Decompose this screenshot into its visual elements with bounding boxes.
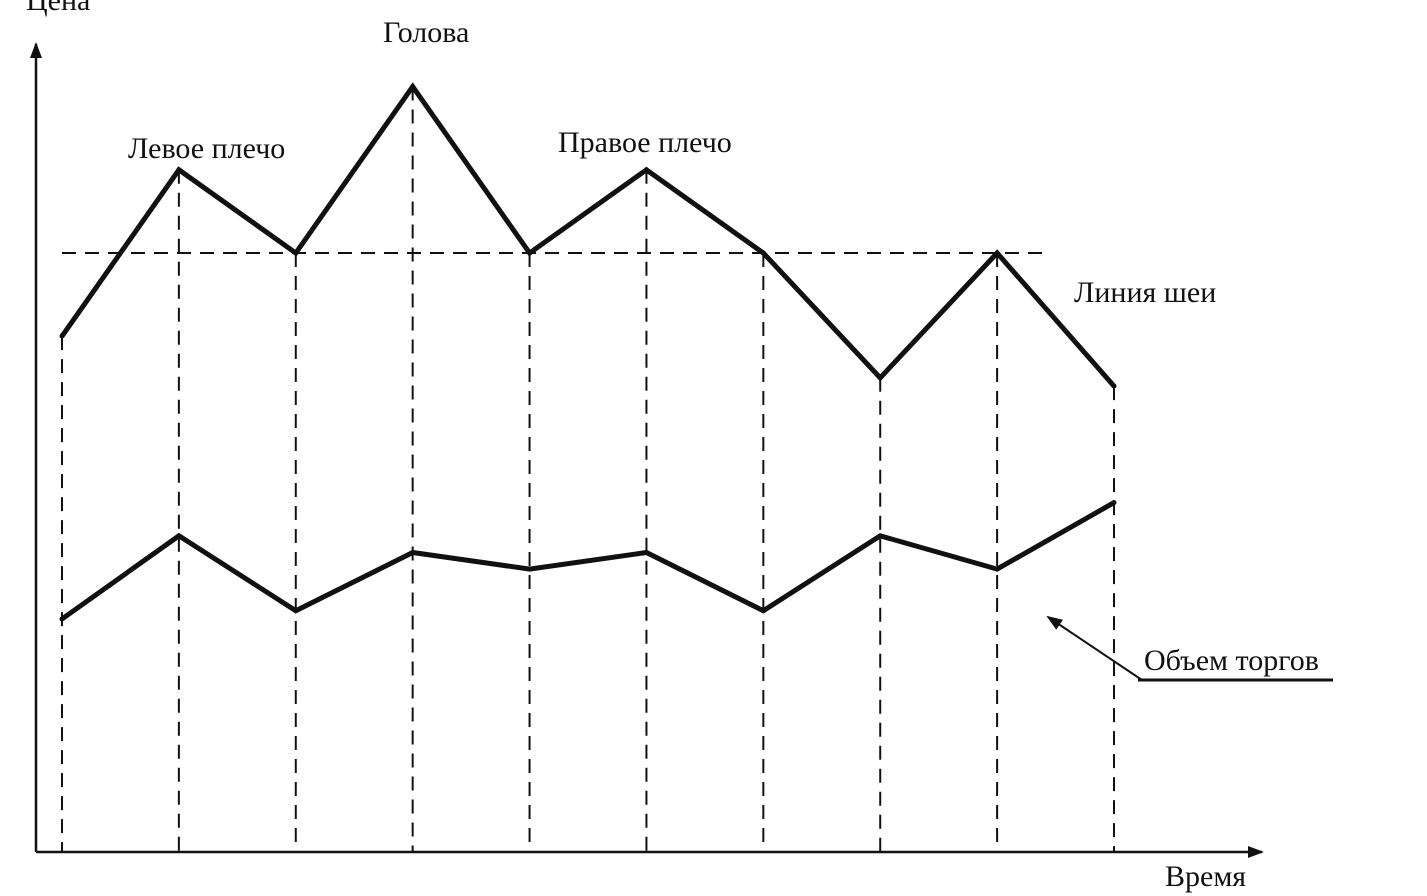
- price-point: [293, 250, 299, 256]
- right-shoulder-label: Правое плечо: [558, 126, 732, 159]
- x-axis-label: Время: [1165, 860, 1246, 893]
- volume-point: [59, 616, 65, 622]
- volume-point: [994, 566, 1000, 572]
- y-axis-label: Цена: [26, 0, 90, 17]
- price-point: [176, 167, 182, 173]
- price-point: [410, 84, 416, 90]
- volume-point: [877, 533, 883, 539]
- price-point: [643, 167, 649, 173]
- volume-point: [293, 608, 299, 614]
- price-point: [59, 333, 65, 339]
- price-point: [877, 375, 883, 381]
- volume-label: Объем торгов: [1144, 644, 1319, 677]
- volume-point: [410, 549, 416, 555]
- left-shoulder-label: Левое плечо: [128, 132, 285, 165]
- volume-point: [176, 533, 182, 539]
- volume-point: [643, 549, 649, 555]
- price-line: [59, 82, 1116, 388]
- price-point: [1111, 383, 1117, 389]
- price-point: [527, 250, 533, 256]
- volume-point: [1111, 500, 1117, 506]
- volume-line: [60, 500, 1116, 622]
- price-point: [994, 250, 1000, 256]
- price-points: [59, 84, 1117, 389]
- volume-pointer: [1046, 615, 1143, 681]
- price-point: [760, 250, 766, 256]
- head-label: Голова: [383, 16, 469, 49]
- volume-points: [59, 500, 1117, 622]
- volume-point: [527, 566, 533, 572]
- neckline-label: Линия шеи: [1074, 276, 1216, 309]
- volume-point: [760, 608, 766, 614]
- vertical-guides: [61, 86, 1115, 852]
